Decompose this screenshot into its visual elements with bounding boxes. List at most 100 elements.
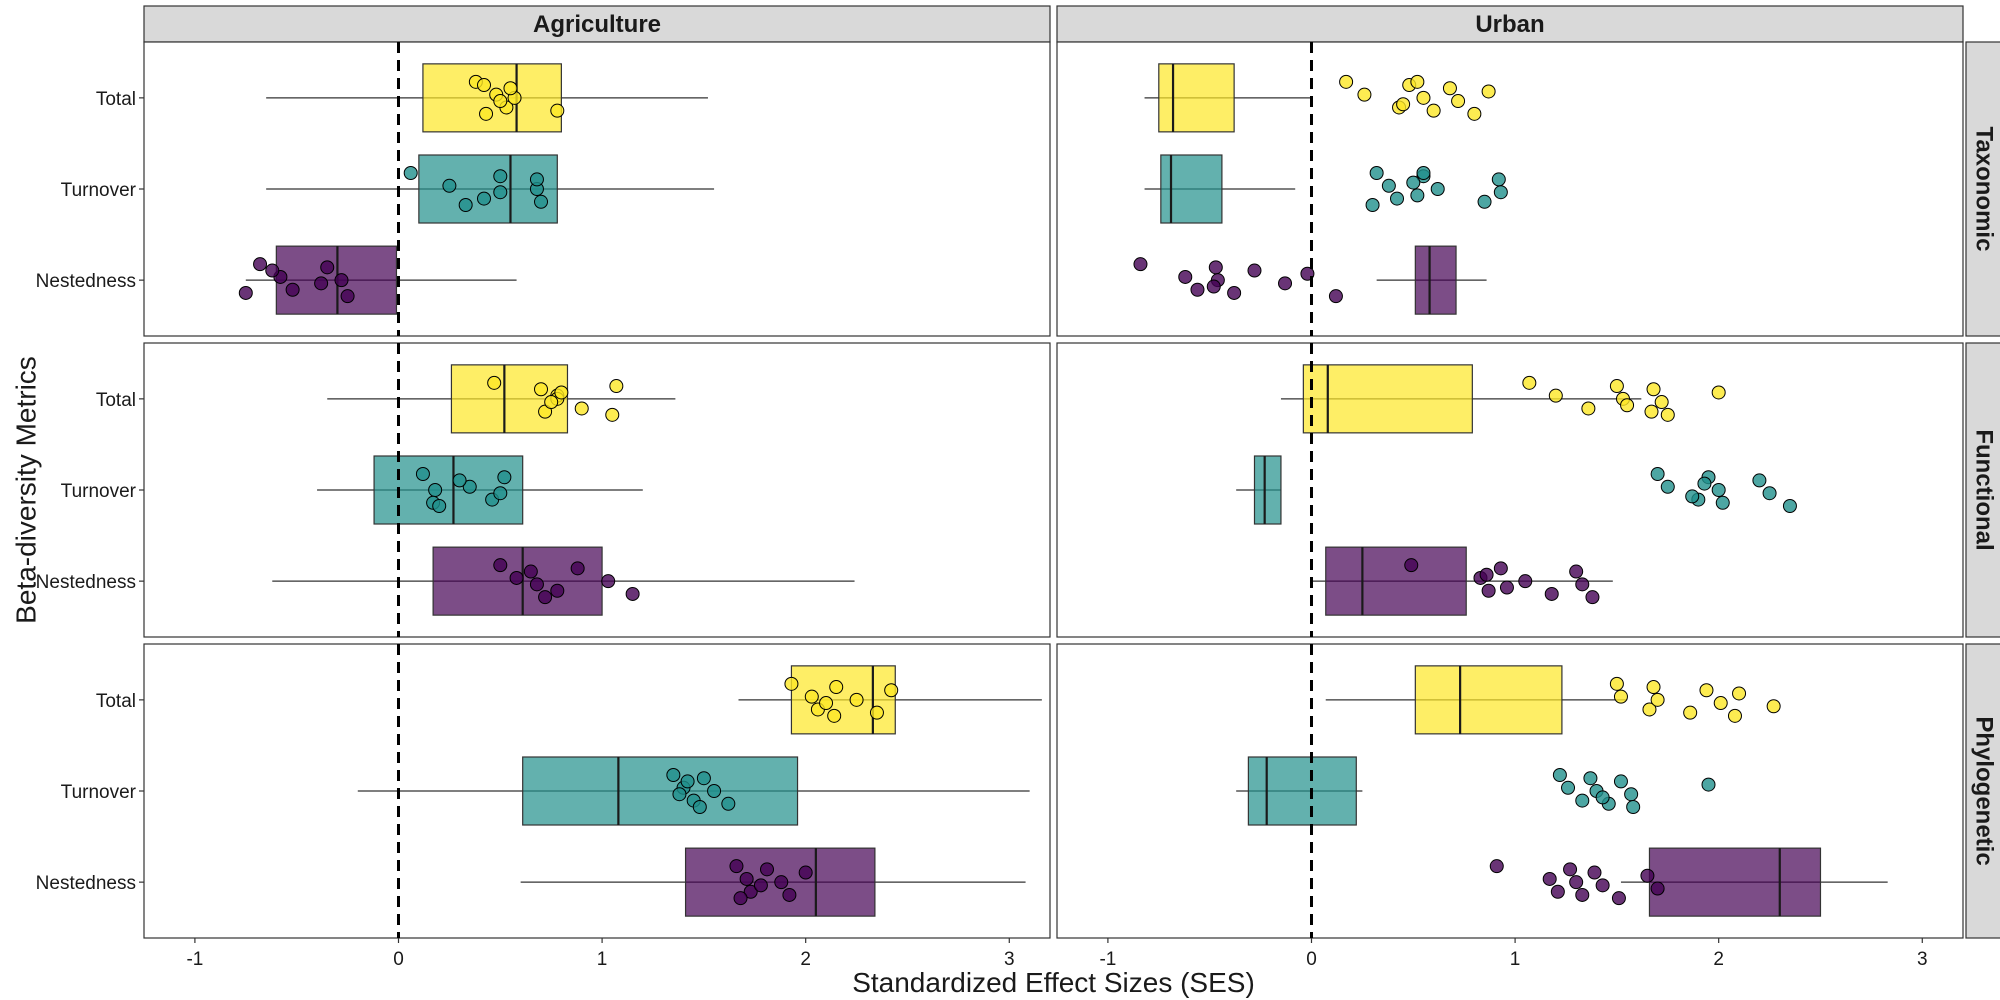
box-iqr: [1158, 63, 1235, 133]
data-point: [1646, 680, 1661, 695]
data-point: [238, 285, 253, 300]
data-point: [1278, 276, 1293, 291]
data-point: [550, 583, 565, 598]
data-point: [1410, 74, 1425, 89]
data-point: [721, 796, 736, 811]
box-nestedness-urban-functional: [1311, 546, 1613, 616]
data-point: [1752, 473, 1767, 488]
panel-agriculture-functional: [143, 342, 1051, 638]
data-point: [529, 577, 544, 592]
data-point: [1624, 787, 1639, 802]
data-point: [487, 375, 502, 390]
data-point: [452, 473, 467, 488]
data-point: [503, 81, 518, 96]
data-point: [1499, 580, 1514, 595]
data-point: [1613, 689, 1628, 704]
data-point: [493, 486, 508, 501]
data-point: [314, 276, 329, 291]
data-point: [1477, 194, 1492, 209]
box-total-agriculture-phylogenetic: [738, 665, 1042, 735]
data-point: [534, 382, 549, 397]
data-point: [1762, 486, 1777, 501]
data-point: [782, 887, 797, 902]
data-point: [1654, 395, 1669, 410]
y-axis-title: Beta-diversity Metrics: [11, 356, 42, 624]
data-point: [538, 590, 553, 605]
data-point: [493, 185, 508, 200]
data-point: [442, 178, 457, 193]
x-tick-label: -1: [186, 949, 203, 970]
data-point: [1644, 404, 1659, 419]
data-point: [1404, 558, 1419, 573]
box-nestedness-agriculture-taxonomic: [238, 245, 517, 315]
data-point: [1208, 260, 1223, 275]
data-point: [1732, 686, 1747, 701]
data-point: [798, 865, 813, 880]
data-point: [739, 871, 754, 886]
data-point: [1685, 489, 1700, 504]
data-point: [1585, 590, 1600, 605]
y-tick-label-nestedness: Nestedness: [36, 271, 136, 292]
data-point: [1699, 683, 1714, 698]
data-point: [1178, 269, 1193, 284]
data-point: [1416, 166, 1431, 180]
data-point: [477, 78, 492, 93]
x-tick-label: 1: [597, 949, 608, 970]
data-point: [1611, 891, 1626, 906]
data-point: [334, 273, 349, 288]
data-point: [680, 774, 695, 789]
data-point: [1133, 257, 1148, 272]
data-point: [462, 479, 477, 494]
box-iqr: [1302, 364, 1473, 434]
data-point: [1442, 81, 1457, 96]
y-tick-label-turnover: Turnover: [61, 782, 137, 803]
data-point: [1190, 282, 1205, 297]
data-point: [1711, 483, 1726, 497]
data-point: [1650, 467, 1665, 481]
data-point: [1683, 705, 1698, 720]
data-point: [884, 683, 899, 698]
box-iqr: [522, 756, 799, 826]
data-point: [1481, 583, 1496, 598]
data-point: [1713, 696, 1728, 711]
data-point: [1715, 495, 1730, 510]
data-point: [320, 260, 335, 275]
column-label-urban: Urban: [1475, 11, 1544, 38]
y-tick-label-nestedness: Nestedness: [36, 873, 136, 894]
data-point: [774, 875, 789, 890]
strip-urban: [1056, 5, 1964, 43]
data-point: [784, 676, 799, 691]
panel-urban-phylogenetic: [1056, 643, 1964, 939]
row-label-functional: Functional: [1971, 429, 1998, 550]
box-nestedness-agriculture-phylogenetic: [520, 847, 1026, 917]
data-point: [1646, 382, 1661, 397]
data-point: [1575, 577, 1590, 592]
data-point: [666, 768, 681, 782]
column-label-agriculture: Agriculture: [533, 11, 661, 38]
data-point: [1328, 289, 1343, 304]
strip-taxonomic: [1965, 41, 2000, 337]
data-point: [479, 106, 494, 121]
data-point: [1575, 887, 1590, 902]
box-total-urban-functional: [1280, 364, 1726, 434]
y-tick-label-total: Total: [96, 691, 136, 712]
data-point: [1548, 388, 1563, 403]
data-point: [1365, 198, 1380, 212]
data-point: [1569, 875, 1584, 890]
box-total-agriculture-functional: [327, 364, 676, 434]
data-point: [696, 771, 711, 786]
data-point: [1613, 774, 1628, 789]
data-point: [1493, 561, 1508, 576]
data-point: [340, 289, 355, 304]
box-iqr: [1414, 245, 1457, 315]
data-point: [493, 169, 508, 184]
x-tick-label: 0: [1306, 949, 1317, 970]
data-point: [760, 862, 775, 877]
x-tick-label: 3: [1917, 949, 1928, 970]
data-point: [570, 561, 585, 576]
x-tick-label: 1: [1510, 949, 1521, 970]
data-point: [1339, 74, 1354, 89]
data-point: [1206, 279, 1221, 294]
data-point: [1640, 868, 1655, 883]
data-point: [1595, 790, 1610, 805]
